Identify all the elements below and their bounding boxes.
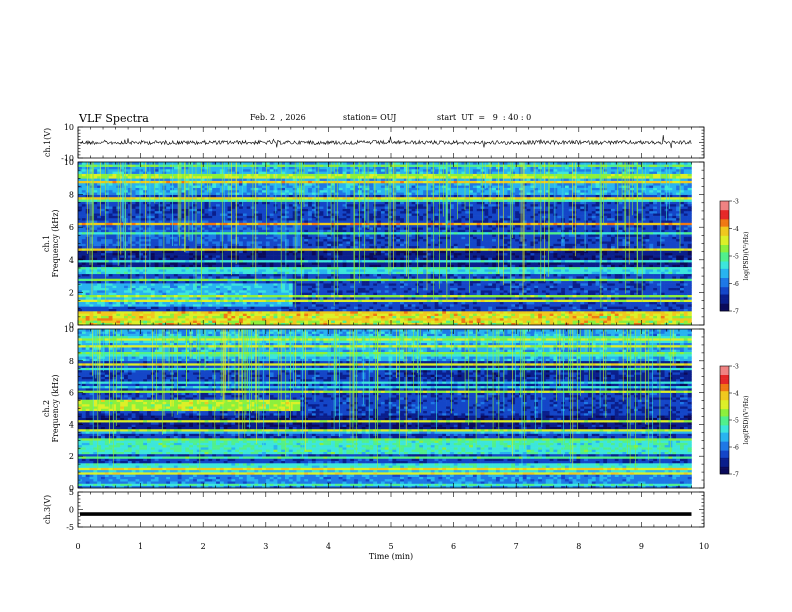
colorbar-tick-label: -7 xyxy=(733,472,739,479)
ch3-waveform-tick-label: 5 xyxy=(69,488,74,497)
ch1-spectrogram-tick-label: 4 xyxy=(69,256,74,265)
colorbar-tick-label: -3 xyxy=(733,364,739,371)
x-tick-label: 4 xyxy=(326,542,331,551)
x-tick-label: 9 xyxy=(639,542,644,551)
date-label: Feb. 2 , 2026 xyxy=(250,113,306,122)
ch1-waveform-trace xyxy=(79,135,692,149)
ch1-spectrogram-streaks xyxy=(86,162,681,308)
colorbar-tick-label: -3 xyxy=(733,199,739,206)
ch2-spectrogram-channel-label: ch.2 xyxy=(42,400,51,417)
colorbar-tick-label: -4 xyxy=(733,391,739,398)
ch1-spectrogram-tick-label: 8 xyxy=(69,191,74,200)
ch1-spectrogram-colorbar: -3 -4 -5 -6 -7 log(PSD)(V²/Hz) xyxy=(719,199,750,316)
ch2-spectrogram-ylabel: Frequency (kHz) xyxy=(51,374,60,442)
ch1-spectrogram-cells xyxy=(78,162,692,326)
ch1-waveform-tick-label: -10 xyxy=(61,154,74,163)
ch1-spectrogram-ylabel: Frequency (kHz) xyxy=(51,209,60,277)
colorbar-tick-label: -7 xyxy=(733,309,739,316)
ch3-waveform-panel: 5 0 -5 ch.3(V) xyxy=(43,488,705,532)
colorbar-tick-label: -4 xyxy=(733,226,739,233)
start-time-label: start UT = 9 : 40 : 0 xyxy=(437,113,531,122)
ch1-spectrogram-tick-label: 0 xyxy=(69,321,74,330)
colorbar-tick-label: -5 xyxy=(733,254,739,261)
ch2-spectrogram-tick-label: 4 xyxy=(69,420,74,429)
ch3-waveform-tick-label: -5 xyxy=(66,523,74,532)
x-tick-label: 0 xyxy=(75,542,80,551)
colorbar-label: log(PSD)(V²/Hz) xyxy=(743,396,750,445)
chart-title: VLF Spectra xyxy=(79,112,149,125)
x-tick-label: 10 xyxy=(699,542,709,551)
x-tick-label: 6 xyxy=(451,542,456,551)
ch1-spectrogram-channel-label: ch.1 xyxy=(42,235,51,252)
ch1-spectrogram-tick-label: 6 xyxy=(69,223,74,232)
time-axis: 0 1 2 3 4 5 6 7 8 9 10 Time (min) xyxy=(75,542,709,561)
ch1-spectrogram-tick-label: 10 xyxy=(64,158,74,167)
x-tick-label: 7 xyxy=(514,542,519,551)
ch2-spectrogram-tick-label: 0 xyxy=(69,484,74,493)
x-axis-label: Time (min) xyxy=(369,552,413,561)
ch1-spectrogram-tick-label: 2 xyxy=(69,288,74,297)
colorbar-label: log(PSD)(V²/Hz) xyxy=(743,232,750,281)
ch3-waveform-frame xyxy=(77,491,705,528)
ch2-spectrogram-tick-label: 6 xyxy=(69,389,74,398)
ch2-spectrogram-cells xyxy=(78,329,692,489)
ch3-waveform-tick-label: 0 xyxy=(69,506,74,515)
ch2-spectrogram-streaks xyxy=(92,329,674,472)
colorbar-tick-label: -5 xyxy=(733,418,739,425)
colorbar-tick-label: -6 xyxy=(733,445,739,452)
ch3-waveform-trace xyxy=(80,512,692,516)
ch2-spectrogram-colorbar: -3 -4 -5 -6 -7 log(PSD)(V²/Hz) xyxy=(719,364,750,479)
ch2-spectrogram-tick-label: 10 xyxy=(64,325,74,334)
ch1-spectrogram: 0 2 4 6 8 10 ch.1 Frequency (kHz) xyxy=(42,158,705,330)
x-tick-label: 5 xyxy=(388,542,393,551)
ch1-waveform-ylabel: ch.1(V) xyxy=(43,128,52,157)
ch2-spectrogram-tick-label: 8 xyxy=(69,357,74,366)
ch2-spectrogram: 0 2 4 6 8 10 ch.2 Frequency (kHz) xyxy=(42,325,705,493)
x-tick-label: 3 xyxy=(263,542,268,551)
ch1-waveform-tick-label: 10 xyxy=(64,123,74,132)
ch1-waveform-panel: 10 -10 ch.1(V) xyxy=(43,123,705,163)
x-tick-label: 1 xyxy=(138,542,143,551)
ch3-waveform-ylabel: ch.3(V) xyxy=(43,495,52,524)
x-tick-label: 8 xyxy=(576,542,581,551)
colorbar-tick-label: -6 xyxy=(733,281,739,288)
ch2-spectrogram-tick-label: 2 xyxy=(69,452,74,461)
x-tick-label: 2 xyxy=(201,542,206,551)
station-label: station= OUJ xyxy=(343,113,396,122)
